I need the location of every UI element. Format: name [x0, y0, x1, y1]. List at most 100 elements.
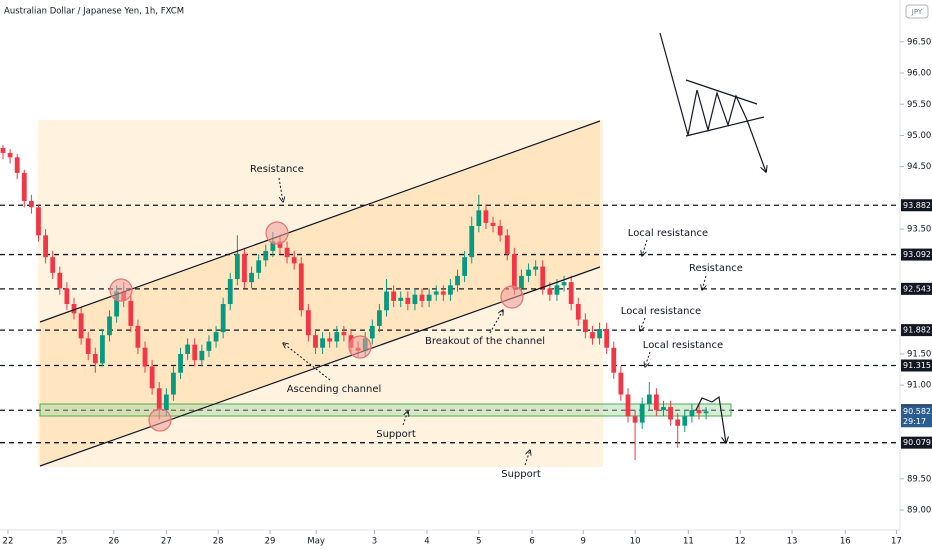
channel-fill [40, 121, 600, 466]
x-tick-label: 10 [630, 537, 641, 547]
candle-body [476, 210, 482, 226]
candle-body [298, 263, 304, 311]
level-label-bg [901, 248, 932, 261]
pattern-zigzag [659, 32, 766, 172]
candle-body [100, 335, 105, 364]
candle-body [234, 254, 240, 280]
candles [0, 144, 709, 461]
candle-body [575, 304, 581, 320]
x-tick-label: 16 [840, 537, 851, 547]
last-price-bg [901, 405, 932, 428]
candle-body [107, 316, 112, 336]
candle-body [142, 347, 148, 367]
x-tick-label: 27 [161, 537, 172, 547]
candle-body [455, 275, 460, 286]
y-tick-label: 91.50 [907, 349, 931, 359]
currency-label: JPY [911, 8, 923, 16]
level-label: 91.315 [903, 361, 931, 370]
pointer [642, 239, 648, 256]
candle-body [519, 275, 524, 289]
pointer [702, 275, 707, 290]
pointer [645, 351, 651, 367]
annotation: Resistance [250, 164, 304, 175]
pointer [283, 343, 331, 381]
level-label-bg [901, 436, 932, 449]
candle-body [7, 152, 13, 158]
candle-body [462, 257, 468, 276]
candle-body [192, 344, 198, 361]
y-tick-label: 89.00 [907, 506, 931, 516]
candle-body [540, 266, 546, 289]
candle-body [398, 297, 404, 301]
candle-body [242, 254, 247, 283]
candle-body [625, 394, 631, 417]
x-tick-label: 28 [213, 537, 224, 547]
y-tick-label: 96.50 [907, 37, 931, 47]
candle-body [561, 282, 567, 286]
candle-body [213, 332, 219, 342]
candle-body [163, 394, 169, 411]
candle-body [568, 282, 574, 305]
candle-body [64, 288, 70, 305]
x-tick-label: 25 [57, 537, 68, 547]
annotation: Local resistance [628, 228, 708, 239]
candle-body [21, 172, 27, 202]
candle-body [270, 241, 276, 251]
annotation: Resistance [689, 263, 743, 274]
candle-body [320, 338, 325, 348]
candle-body [511, 254, 517, 289]
pointer [640, 317, 646, 331]
pointer [489, 310, 503, 334]
candle-body [526, 269, 531, 276]
level-label: 91.882 [903, 326, 931, 335]
level-label-bg [901, 324, 932, 337]
candle-body [547, 288, 553, 295]
candle-body [0, 147, 6, 153]
candle-body [249, 272, 254, 283]
candle-body [632, 416, 638, 423]
candle-body [128, 300, 134, 326]
candle-body [661, 407, 666, 411]
pattern-line [685, 79, 758, 105]
level-label: 90.079 [903, 438, 931, 447]
pointer [524, 450, 530, 466]
candle-body [71, 304, 77, 314]
y-tick-label: 95.50 [907, 100, 931, 110]
annotation: Local resistance [621, 306, 701, 317]
candle-body [277, 241, 283, 248]
candle-body [28, 201, 34, 208]
forecast-arrow [695, 395, 726, 443]
level-label: 93.882 [903, 201, 931, 210]
y-tick-label: 93.50 [907, 225, 931, 235]
candle-body [305, 310, 311, 336]
candle-body [682, 416, 688, 426]
touch-circle [500, 285, 524, 309]
candle-body [653, 394, 659, 411]
chart-title: Australian Dollar / Japanese Yen, 1h, FX… [4, 7, 184, 17]
candle-body [703, 411, 709, 414]
price-axis-bg [900, 0, 932, 550]
pointer [278, 177, 283, 202]
candle-body [412, 294, 418, 305]
candle-body [341, 332, 347, 336]
x-tick-label: 6 [529, 537, 534, 547]
candle-body [433, 291, 439, 295]
x-tick-label: 22 [3, 537, 14, 547]
level-label-bg [901, 282, 932, 295]
annotation: Local resistance [643, 340, 723, 351]
level-label-bg [901, 359, 932, 372]
support-zone [39, 403, 732, 417]
annotation: Support [501, 469, 541, 480]
candle-body [43, 235, 48, 258]
y-tick-label: 95.00 [907, 131, 931, 141]
x-tick-label: 29 [265, 537, 276, 547]
candle-body [220, 304, 226, 333]
candle-body [377, 310, 382, 326]
candle-body [50, 257, 56, 273]
candle-body [327, 338, 333, 342]
candle-body [369, 325, 375, 339]
level-label: 93.092 [903, 250, 931, 259]
candle-body [199, 350, 205, 361]
candle-body [582, 319, 588, 333]
